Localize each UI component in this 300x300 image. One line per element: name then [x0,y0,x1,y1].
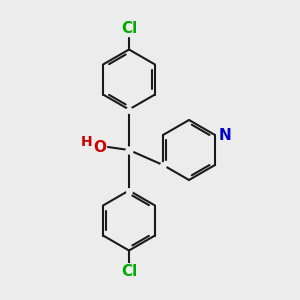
Text: O: O [94,140,106,154]
Text: H: H [81,135,92,148]
Text: N: N [219,128,231,142]
Text: Cl: Cl [121,21,137,36]
Text: Cl: Cl [121,264,137,279]
